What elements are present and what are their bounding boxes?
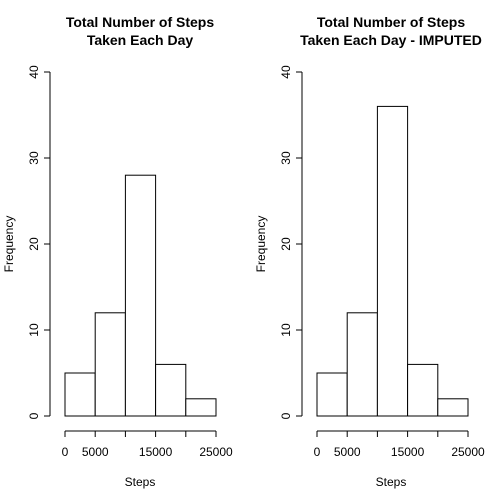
chart-panel-2: Total Number of Steps Taken Each Day - IM… bbox=[254, 14, 485, 489]
y-tick-label: 10 bbox=[27, 323, 41, 337]
chart-panel-1: Total Number of Steps Taken Each Day 0 10 20… bbox=[2, 14, 233, 489]
x-tick-label: 15000 bbox=[139, 445, 173, 459]
chart-title-line: Total Number of Steps bbox=[66, 14, 215, 30]
y-tick-label: 10 bbox=[279, 323, 293, 337]
y-tick-label: 20 bbox=[279, 237, 293, 251]
y-tick-label: 0 bbox=[279, 412, 293, 419]
chart-title-line: Taken Each Day bbox=[87, 32, 194, 48]
y-axis-label: Frequency bbox=[254, 216, 268, 273]
histogram-bar bbox=[125, 175, 155, 416]
y-tick-label: 40 bbox=[27, 65, 41, 79]
x-tick-label: 0 bbox=[314, 445, 321, 459]
x-tick-label: 5000 bbox=[82, 445, 109, 459]
histogram-bar bbox=[438, 399, 468, 416]
histogram-bar bbox=[186, 399, 216, 416]
y-tick-label: 40 bbox=[279, 65, 293, 79]
x-axis-label: Steps bbox=[125, 475, 156, 489]
chart-title: Total Number of Steps Taken Each Day - IM… bbox=[300, 14, 482, 48]
x-tick-label: 25000 bbox=[451, 445, 485, 459]
histogram-bar bbox=[317, 373, 347, 416]
chart-title-line: Taken Each Day - IMPUTED bbox=[300, 32, 482, 48]
chart-title: Total Number of Steps Taken Each Day bbox=[66, 14, 215, 48]
histogram-bar bbox=[408, 364, 438, 416]
x-axis-label: Steps bbox=[376, 475, 407, 489]
y-tick-label: 30 bbox=[27, 151, 41, 165]
histogram-bar bbox=[377, 106, 407, 416]
x-tick-label: 25000 bbox=[199, 445, 233, 459]
y-axis-label: Frequency bbox=[2, 216, 16, 273]
x-tick-label: 5000 bbox=[334, 445, 361, 459]
y-tick-label: 0 bbox=[27, 412, 41, 419]
x-tick-label: 15000 bbox=[391, 445, 425, 459]
y-tick-label: 20 bbox=[27, 237, 41, 251]
histogram-bar bbox=[95, 313, 125, 416]
x-tick-label: 0 bbox=[62, 445, 69, 459]
histogram-bar bbox=[156, 364, 186, 416]
y-tick-label: 30 bbox=[279, 151, 293, 165]
chart-title-line: Total Number of Steps bbox=[317, 14, 466, 30]
histogram-bar bbox=[65, 373, 95, 416]
histogram-bar bbox=[347, 313, 377, 416]
